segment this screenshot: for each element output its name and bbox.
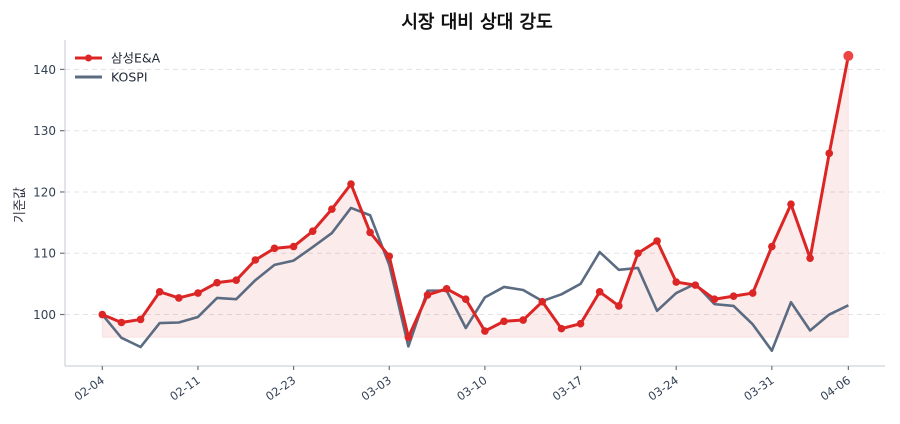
data-point xyxy=(251,256,260,264)
legend-marker xyxy=(85,54,92,62)
series-line-삼성e&a xyxy=(101,55,850,339)
data-point xyxy=(213,278,221,287)
data-point xyxy=(768,242,776,251)
chart-title: 시장 대비 상대 강도 xyxy=(401,12,552,33)
data-point xyxy=(98,310,107,319)
data-point xyxy=(117,318,126,327)
data-point xyxy=(442,284,451,293)
data-point xyxy=(155,288,164,296)
data-point xyxy=(787,200,795,209)
legend-label: KOSPI xyxy=(111,70,148,85)
data-point xyxy=(461,295,470,304)
data-point xyxy=(538,297,547,306)
y-tick-label: 140 xyxy=(33,63,56,77)
data-point xyxy=(634,249,642,258)
legend-label: 삼성E&A xyxy=(111,51,161,66)
x-tick-label: 04-06 xyxy=(818,373,853,404)
data-point xyxy=(615,302,623,310)
y-tick-label: 100 xyxy=(33,308,56,322)
data-point xyxy=(653,237,661,245)
data-point xyxy=(806,254,814,262)
y-tick-label: 130 xyxy=(33,124,56,138)
data-point xyxy=(289,242,298,251)
data-point xyxy=(328,205,336,213)
x-tick-label: 02-11 xyxy=(167,373,202,404)
data-point xyxy=(691,281,700,289)
data-point xyxy=(843,50,854,61)
data-point xyxy=(672,278,680,286)
data-point xyxy=(136,315,145,324)
data-point xyxy=(825,149,834,158)
y-axis-label: 기준값 xyxy=(13,187,28,223)
x-tick-label: 03-03 xyxy=(359,373,394,404)
data-point xyxy=(595,288,604,296)
data-point xyxy=(194,289,202,297)
data-point xyxy=(729,292,738,300)
data-point xyxy=(576,319,585,328)
data-point xyxy=(385,252,394,261)
data-point xyxy=(175,294,183,302)
data-point xyxy=(308,227,317,235)
data-point xyxy=(404,333,413,341)
data-point xyxy=(232,276,241,285)
x-tick-label: 03-17 xyxy=(550,373,585,404)
data-point xyxy=(748,289,757,297)
data-point xyxy=(519,316,527,324)
data-point xyxy=(270,244,279,253)
data-point xyxy=(423,291,432,299)
y-tick-label: 110 xyxy=(33,247,56,261)
data-point xyxy=(500,317,508,326)
x-tick-label: 02-23 xyxy=(263,373,298,404)
data-point xyxy=(710,295,719,304)
x-tick-label: 03-10 xyxy=(454,373,489,404)
data-point xyxy=(557,324,566,333)
y-tick-label: 120 xyxy=(33,185,56,199)
x-tick-label: 03-31 xyxy=(741,373,776,404)
x-tick-label: 03-24 xyxy=(646,373,681,404)
data-point xyxy=(481,327,489,335)
data-point xyxy=(347,180,355,188)
data-point xyxy=(366,228,374,237)
legend: 삼성E&A KOSPI xyxy=(75,51,161,85)
x-tick-label: 02-04 xyxy=(72,373,107,404)
